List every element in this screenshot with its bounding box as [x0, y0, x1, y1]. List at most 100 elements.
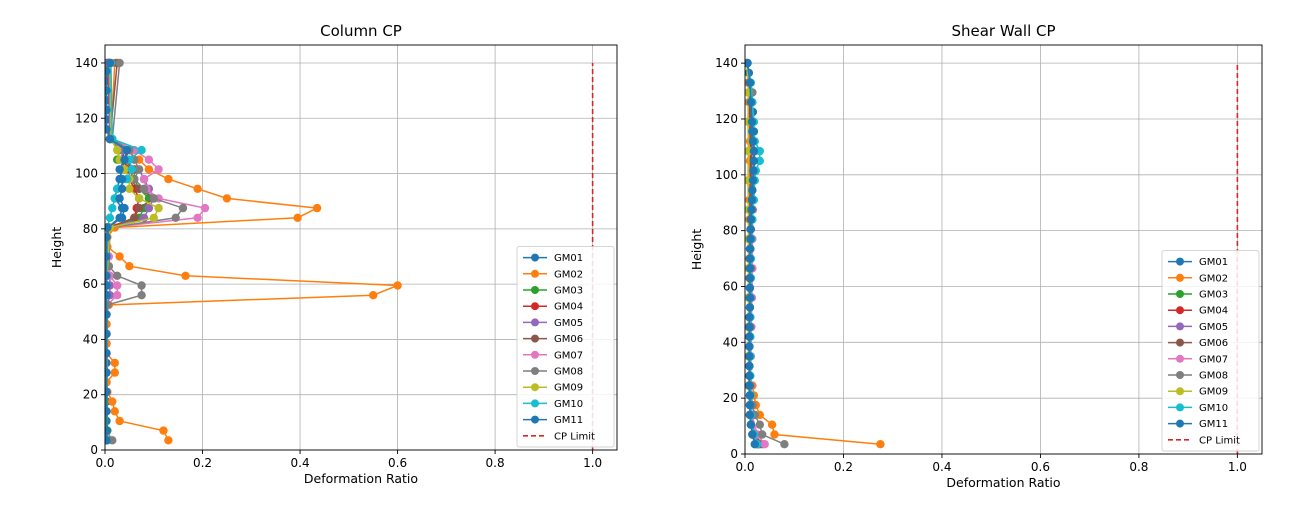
data-point-gm02: [115, 252, 124, 261]
data-point-gm06: [134, 203, 144, 213]
data-point-gm09: [113, 145, 122, 155]
data-point-gm11: [105, 271, 111, 280]
legend-label-gm11: GM11: [1199, 419, 1228, 430]
data-point-gm11: [745, 400, 755, 410]
x-tick-label: 0.8: [486, 456, 505, 470]
data-point-gm11: [746, 225, 756, 234]
data-point-gm11: [105, 426, 111, 435]
axes-frame: [744, 44, 1263, 455]
data-point-gm10: [755, 156, 764, 166]
data-point-gm11: [749, 146, 759, 156]
legend-label-gm10: GM10: [554, 399, 583, 410]
data-point-gm11: [747, 117, 757, 127]
data-point-gm02: [222, 194, 232, 203]
legend-label-gm09: GM09: [554, 383, 583, 394]
data-point-gm02: [110, 358, 120, 368]
data-point-gm02: [164, 436, 173, 445]
chart-panel-shear-wall-cp: 0.0 0.2 0.4 0.6 0.8 1.0 0 20 40 60 80 100 120 140 Shea…: [689, 22, 1263, 490]
data-point-gm11: [745, 352, 754, 361]
data-point-gm08: [108, 436, 117, 445]
data-point-gm11: [105, 368, 111, 377]
data-point-gm11: [745, 283, 755, 293]
data-point-gm11: [748, 127, 757, 136]
legend-label-gm03: GM03: [1199, 290, 1228, 301]
x-tick-label: 0.4: [932, 460, 951, 474]
data-point-gm11: [746, 244, 755, 253]
data-point-gm10: [105, 213, 115, 222]
series-line-gm07: [105, 62, 207, 441]
legend-label-gm11: GM11: [554, 415, 583, 426]
data-point-gm02: [193, 184, 202, 193]
data-point-gm11: [747, 195, 757, 205]
legend-label-gm09: GM09: [1199, 387, 1228, 398]
data-point-gm07: [113, 281, 122, 290]
legend-marker-gm10: [1176, 403, 1184, 412]
legend-label-gm01: GM01: [1199, 257, 1228, 268]
legend-marker-gm06: [531, 334, 539, 343]
data-point-gm11: [745, 322, 754, 332]
x-tick-label: 1.0: [1228, 460, 1247, 474]
data-point-gm02: [159, 426, 168, 435]
y-tick-label: 100: [715, 168, 738, 182]
data-point-gm11: [105, 252, 111, 261]
legend-marker-gm03: [1176, 290, 1184, 298]
legend: GM01 GM02 GM03 GM04 GM05 GM06 GM07 GM08 GM09 GM10…: [516, 246, 615, 448]
legend-marker-gm02: [531, 269, 539, 278]
data-point-gm11: [745, 264, 755, 273]
legend-marker-gm11: [531, 415, 539, 424]
data-point-gm10: [127, 165, 136, 174]
y-tick-label: 120: [715, 112, 738, 126]
y-tick-label: 20: [723, 391, 738, 405]
legend-marker-gm04: [1176, 306, 1184, 315]
x-tick-label: 0.2: [834, 460, 853, 474]
data-point-gm11: [746, 215, 756, 224]
data-point-gm11: [749, 166, 758, 175]
data-point-gm11: [105, 86, 111, 95]
legend-marker-gm07: [531, 350, 539, 359]
data-point-gm11: [105, 232, 111, 242]
x-tick-label: 0.8: [1129, 460, 1148, 474]
legend-marker-gm02: [1176, 273, 1184, 282]
x-tick-label: 0.0: [735, 460, 754, 474]
legend-marker-gm11: [1176, 419, 1184, 428]
legend-marker-gm09: [531, 383, 539, 392]
series-group: [745, 58, 885, 449]
data-point-gm10: [137, 145, 146, 155]
data-point-gm10: [755, 146, 764, 156]
data-point-gm11: [117, 213, 127, 222]
x-tick-label: 0.4: [291, 456, 310, 470]
data-point-gm02: [876, 440, 885, 449]
y-tick-label: 60: [723, 279, 738, 293]
legend-label-gm01: GM01: [554, 253, 583, 264]
data-point-gm08: [758, 430, 767, 439]
data-point-gm07: [760, 440, 769, 449]
data-point-gm08: [134, 165, 144, 174]
legend-label-gm10: GM10: [1199, 403, 1228, 414]
y-tick-label: 100: [75, 167, 98, 181]
data-point-gm11: [105, 329, 111, 339]
data-point-gm11: [105, 125, 111, 134]
data-point-gm11: [747, 205, 756, 214]
y-tick-label: 0: [90, 443, 98, 457]
data-point-gm08: [105, 300, 112, 310]
data-point-gm08: [171, 213, 180, 222]
data-point-gm11: [105, 67, 111, 76]
legend-marker-gm08: [1176, 371, 1184, 379]
legend-label-gm05: GM05: [1199, 322, 1228, 333]
legend-label-gm05: GM05: [554, 318, 583, 329]
data-point-gm11: [748, 176, 758, 185]
x-tick-label: 1.0: [583, 456, 602, 470]
y-tick-label: 60: [83, 277, 98, 291]
data-point-gm11: [745, 391, 755, 400]
data-point-gm11: [745, 313, 754, 322]
legend-marker-gm09: [1176, 387, 1184, 396]
y-tick-label: 120: [75, 111, 98, 125]
y-tick-label: 40: [723, 335, 738, 349]
chart-title: Shear Wall CP: [951, 22, 1055, 40]
data-point-gm08: [178, 203, 188, 213]
x-tick-label: 0.0: [95, 456, 114, 470]
data-point-gm09: [154, 203, 163, 213]
data-point-gm02: [125, 262, 134, 271]
data-point-gm11: [117, 184, 127, 193]
